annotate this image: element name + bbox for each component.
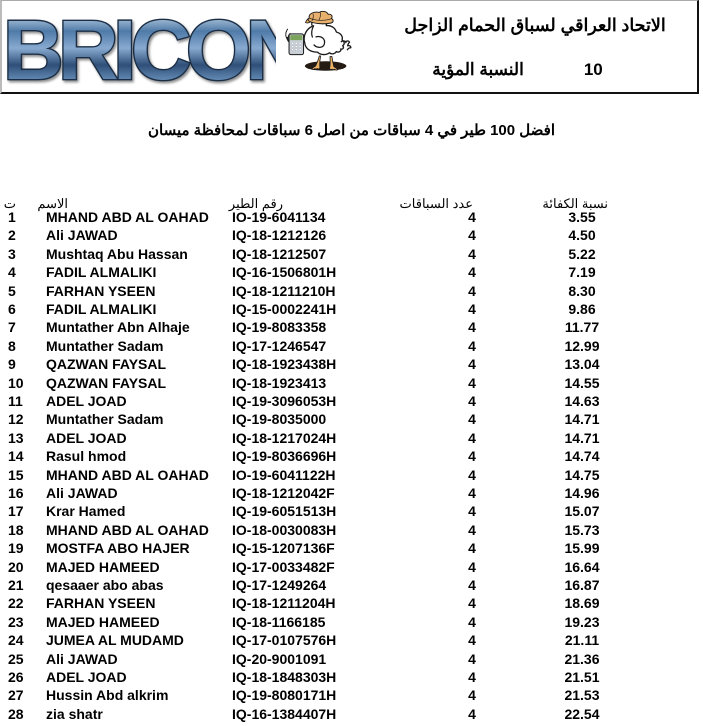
svg-text:BRICON: BRICON — [3, 3, 276, 92]
